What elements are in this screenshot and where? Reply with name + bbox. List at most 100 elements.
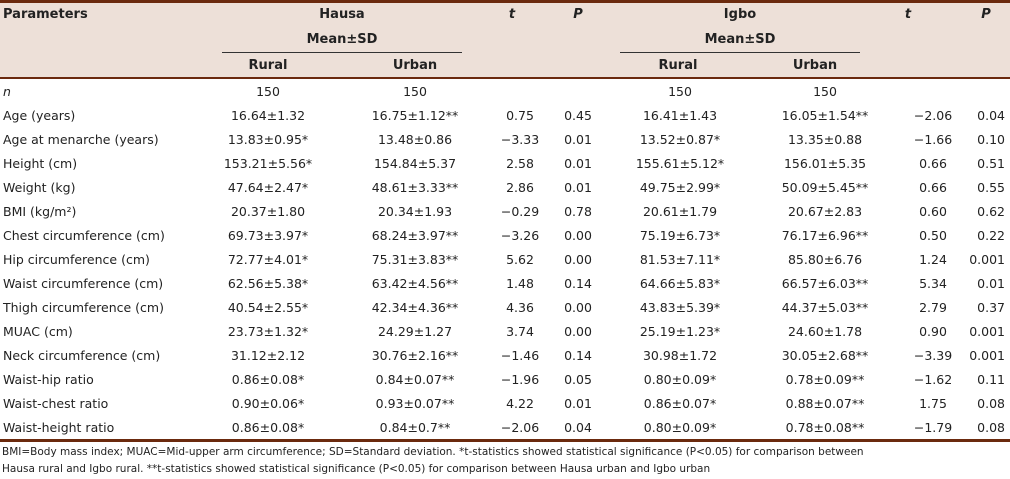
cell-hausa-rural: 16.64±1.32 [230,108,306,123]
cell-hausa-rural: 69.73±3.97* [227,228,309,243]
cell-t-hausa: −1.46 [500,348,540,363]
cell-t-hausa: 0.75 [506,108,534,123]
cell-t-igbo: 1.24 [919,252,947,267]
header-igbo-rural: Rural [658,58,698,73]
cell-hausa-rural: 31.12±2.12 [230,348,306,363]
cell-hausa-urban: 75.31±3.83** [371,252,459,267]
cell-parameter: Waist-chest ratio [3,396,109,411]
cell-t-igbo: 0.50 [919,228,947,243]
table-header: Parameters Hausa Mean±SD Rural Urban t P… [0,0,1010,79]
cell-igbo-urban: 16.05±1.54** [781,108,869,123]
cell-igbo-urban: 0.78±0.09** [785,372,865,387]
header-hausa-mean-sd: Mean±SD [306,32,378,47]
header-hausa-urban: Urban [392,58,438,73]
cell-t-igbo: 2.79 [919,300,947,315]
cell-hausa-urban: 0.93±0.07** [375,396,455,411]
cell-p-hausa: 0.14 [564,276,592,291]
cell-t-igbo: −1.62 [913,372,953,387]
cell-p-igbo: 0.55 [977,180,1005,195]
header-t-igbo: t [904,7,912,22]
cell-t-hausa: 5.62 [506,252,534,267]
cell-p-hausa: 0.00 [564,252,592,267]
cell-igbo-rural: 16.41±1.43 [642,108,718,123]
table-row: Thigh circumference (cm) 40.54±2.55* 42.34… [0,296,1010,320]
table-footnote: BMI=Body mass index; MUAC=Mid-upper arm … [0,439,1010,478]
cell-p-igbo: 0.62 [977,204,1005,219]
cell-igbo-rural: 0.80±0.09* [643,372,717,387]
header-hausa: Hausa [319,7,365,22]
header-igbo: Igbo [723,7,757,22]
cell-hausa-urban: 63.42±4.56** [371,276,459,291]
cell-p-igbo: 0.001 [969,252,1005,267]
cell-hausa-rural: 153.21±5.56* [223,156,313,171]
cell-igbo-rural: 49.75±2.99* [639,180,721,195]
cell-hausa-urban: 16.75±1.12** [371,108,459,123]
table-row: Hip circumference (cm) 72.77±4.01* 75.31±3… [0,248,1010,272]
cell-t-igbo: −3.39 [913,348,953,363]
cell-igbo-rural: 81.53±7.11* [639,252,721,267]
cell-t-hausa: 3.74 [506,324,534,339]
cell-p-igbo: 0.08 [977,396,1005,411]
cell-parameter: Hip circumference (cm) [3,252,150,267]
cell-igbo-rural: 30.98±1.72 [642,348,718,363]
cell-igbo-rural: 75.19±6.73* [639,228,721,243]
cell-igbo-rural: 155.61±5.12* [635,156,725,171]
cell-parameter: Neck circumference (cm) [3,348,161,363]
header-t-hausa: t [508,7,516,22]
cell-igbo-rural: 13.52±0.87* [639,132,721,147]
cell-p-hausa: 0.01 [564,180,592,195]
cell-igbo-rural: 0.80±0.09* [643,420,717,435]
igbo-divider [620,52,860,53]
cell-hausa-rural: 150 [256,84,280,99]
header-p-hausa: P [573,7,583,22]
cell-igbo-urban: 150 [813,84,837,99]
cell-t-hausa: −1.96 [500,372,540,387]
cell-p-igbo: 0.37 [977,300,1005,315]
cell-parameter: Chest circumference (cm) [3,228,165,243]
cell-hausa-rural: 72.77±4.01* [227,252,309,267]
table-row: Waist circumference (cm) 62.56±5.38* 63.42… [0,272,1010,296]
cell-hausa-urban: 68.24±3.97** [371,228,459,243]
cell-p-hausa: 0.05 [564,372,592,387]
cell-t-igbo: −1.79 [913,420,953,435]
cell-p-igbo: 0.01 [977,276,1005,291]
header-p-igbo: P [981,7,991,22]
cell-igbo-urban: 76.17±6.96** [781,228,869,243]
table-row: n 150 150 150 150 [0,80,1010,104]
cell-t-igbo: −2.06 [913,108,953,123]
cell-t-igbo: −1.66 [913,132,953,147]
cell-igbo-urban: 85.80±6.76 [787,252,863,267]
cell-igbo-rural: 0.86±0.07* [643,396,717,411]
cell-parameter: Age at menarche (years) [3,132,159,147]
cell-t-hausa: 1.48 [506,276,534,291]
table-row: Waist-height ratio 0.86±0.08* 0.84±0.7** −2… [0,416,1010,440]
cell-hausa-rural: 47.64±2.47* [227,180,309,195]
cell-igbo-urban: 24.60±1.78 [787,324,863,339]
cell-igbo-urban: 30.05±2.68** [781,348,869,363]
cell-hausa-urban: 30.76±2.16** [371,348,459,363]
cell-t-hausa: −3.33 [500,132,540,147]
cell-igbo-urban: 0.88±0.07** [785,396,865,411]
cell-t-igbo: 5.34 [919,276,947,291]
cell-igbo-urban: 0.78±0.08** [785,420,865,435]
cell-hausa-urban: 154.84±5.37 [373,156,457,171]
cell-t-igbo: 0.66 [919,156,947,171]
cell-p-igbo: 0.08 [977,420,1005,435]
cell-p-hausa: 0.01 [564,132,592,147]
cell-parameter: Thigh circumference (cm) [3,300,164,315]
table-row: Neck circumference (cm) 31.12±2.12 30.76±2… [0,344,1010,368]
cell-t-hausa: −3.26 [500,228,540,243]
cell-parameter: Waist-height ratio [3,420,115,435]
cell-parameter: Age (years) [3,108,76,123]
cell-t-hausa: 4.36 [506,300,534,315]
cell-hausa-urban: 48.61±3.33** [371,180,459,195]
cell-t-igbo: 1.75 [919,396,947,411]
table-row: BMI (kg/m²) 20.37±1.80 20.34±1.93 −0.29 0.78… [0,200,1010,224]
cell-t-hausa: −0.29 [500,204,540,219]
cell-p-igbo: 0.10 [977,132,1005,147]
footnote-line-1: BMI=Body mass index; MUAC=Mid-upper arm … [2,446,864,458]
cell-hausa-urban: 42.34±4.36** [371,300,459,315]
cell-t-hausa: −2.06 [500,420,540,435]
cell-igbo-rural: 20.61±1.79 [642,204,718,219]
